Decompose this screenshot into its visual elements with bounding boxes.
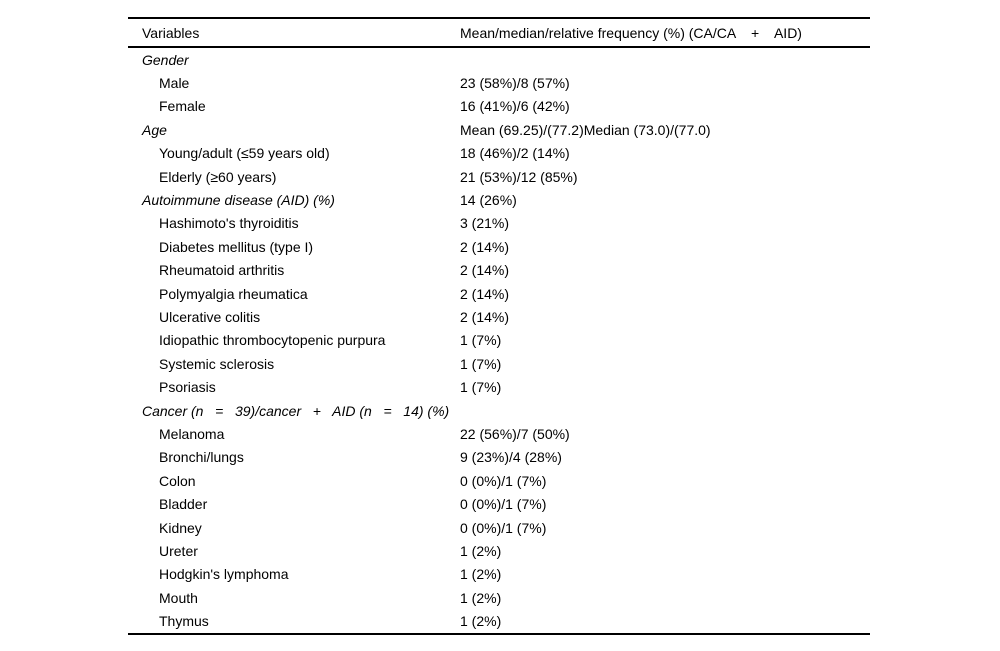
row-elderly: Elderly (≥60 years) 21 (53%)/12 (85%) xyxy=(128,165,870,188)
row-value: 2 (14%) xyxy=(460,285,510,302)
variables-table: Variables Mean/median/relative frequency… xyxy=(128,17,870,635)
row-value: 21 (53%)/12 (85%) xyxy=(460,168,578,185)
row-value: 2 (14%) xyxy=(460,238,510,255)
row-label: Mouth xyxy=(159,589,198,606)
row-value: 14 (26%) xyxy=(460,192,517,209)
row-label: Thymus xyxy=(159,613,209,630)
row-value: 0 (0%)/1 (7%) xyxy=(460,519,547,536)
row-psoriasis: Psoriasis 1 (7%) xyxy=(128,375,870,398)
row-label: Ulcerative colitis xyxy=(159,308,261,325)
row-label: Colon xyxy=(159,472,196,489)
row-value: 0 (0%)/1 (7%) xyxy=(460,496,547,513)
table-header-row: Variables Mean/median/relative frequency… xyxy=(128,19,870,46)
row-female: Female 16 (41%)/6 (42%) xyxy=(128,95,870,118)
row-value: Mean (69.25)/(77.2)Median (73.0)/(77.0) xyxy=(460,121,711,138)
header-mean-median-frequency: Mean/median/relative frequency (%) (CA/C… xyxy=(460,24,802,41)
row-value: 1 (2%) xyxy=(460,542,502,559)
row-value: 1 (2%) xyxy=(460,613,502,630)
row-melanoma: Melanoma 22 (56%)/7 (50%) xyxy=(128,422,870,445)
row-label: Melanoma xyxy=(159,425,225,442)
row-thymus: Thymus 1 (2%) xyxy=(128,609,870,632)
row-label: Young/adult (≤59 years old) xyxy=(159,145,330,162)
row-label: Rheumatoid arthritis xyxy=(159,262,285,279)
row-label: Psoriasis xyxy=(159,379,216,396)
row-label: Systemic sclerosis xyxy=(159,355,275,372)
row-ureter: Ureter 1 (2%) xyxy=(128,539,870,562)
row-rheumatoid-arthritis: Rheumatoid arthritis 2 (14%) xyxy=(128,259,870,282)
row-value: 1 (7%) xyxy=(460,355,502,372)
header-variables: Variables xyxy=(142,24,200,41)
row-value: 18 (46%)/2 (14%) xyxy=(460,145,570,162)
row-label: Male xyxy=(159,75,190,92)
row-polymyalgia-rheumatica: Polymyalgia rheumatica 2 (14%) xyxy=(128,282,870,305)
row-colon: Colon 0 (0%)/1 (7%) xyxy=(128,469,870,492)
row-diabetes-mellitus: Diabetes mellitus (type I) 2 (14%) xyxy=(128,235,870,258)
row-label: Polymyalgia rheumatica xyxy=(159,285,308,302)
row-systemic-sclerosis: Systemic sclerosis 1 (7%) xyxy=(128,352,870,375)
row-value: 1 (7%) xyxy=(460,379,502,396)
row-cancer: Cancer (n = 39)/cancer + AID (n = 14) (%… xyxy=(128,399,870,422)
row-hashimotos-thyroiditis: Hashimoto's thyroiditis 3 (21%) xyxy=(128,212,870,235)
row-value: 1 (2%) xyxy=(460,589,502,606)
row-label: Hashimoto's thyroiditis xyxy=(159,215,299,232)
row-autoimmune-disease: Autoimmune disease (AID) (%) 14 (26%) xyxy=(128,188,870,211)
row-value: 23 (58%)/8 (57%) xyxy=(460,75,570,92)
row-value: 2 (14%) xyxy=(460,262,510,279)
row-mouth: Mouth 1 (2%) xyxy=(128,586,870,609)
table-header-rule xyxy=(128,46,870,48)
row-value: 1 (2%) xyxy=(460,566,502,583)
row-label: Cancer (n = 39)/cancer + AID (n = 14) (%… xyxy=(142,402,450,419)
row-value: 3 (21%) xyxy=(460,215,510,232)
row-young-adult: Young/adult (≤59 years old) 18 (46%)/2 (… xyxy=(128,142,870,165)
row-label: Gender xyxy=(142,51,189,68)
row-label: Idiopathic thrombocytopenic purpura xyxy=(159,332,386,349)
row-value: 16 (41%)/6 (42%) xyxy=(460,98,570,115)
row-ulcerative-colitis: Ulcerative colitis 2 (14%) xyxy=(128,305,870,328)
row-label: Kidney xyxy=(159,519,202,536)
row-value: 1 (7%) xyxy=(460,332,502,349)
row-value: 22 (56%)/7 (50%) xyxy=(460,425,570,442)
row-gender: Gender xyxy=(128,48,870,71)
table-top-rule xyxy=(128,17,870,19)
table-bottom-rule xyxy=(128,633,870,635)
row-value: 0 (0%)/1 (7%) xyxy=(460,472,547,489)
row-label: Bladder xyxy=(159,496,208,513)
row-label: Diabetes mellitus (type I) xyxy=(159,238,314,255)
row-label: Hodgkin's lymphoma xyxy=(159,566,289,583)
row-value: 2 (14%) xyxy=(460,308,510,325)
row-label: Age xyxy=(142,121,167,138)
row-label: Elderly (≥60 years) xyxy=(159,168,277,185)
row-hodgkins-lymphoma: Hodgkin's lymphoma 1 (2%) xyxy=(128,563,870,586)
row-label: Autoimmune disease (AID) (%) xyxy=(142,192,335,209)
row-value: 9 (23%)/4 (28%) xyxy=(460,449,562,466)
row-label: Female xyxy=(159,98,206,115)
row-label: Ureter xyxy=(159,542,198,559)
row-age: Age Mean (69.25)/(77.2)Median (73.0)/(77… xyxy=(128,118,870,141)
row-bladder: Bladder 0 (0%)/1 (7%) xyxy=(128,492,870,515)
row-idiopathic-thrombocytopenic-purpura: Idiopathic thrombocytopenic purpura 1 (7… xyxy=(128,329,870,352)
row-bronchi-lungs: Bronchi/lungs 9 (23%)/4 (28%) xyxy=(128,446,870,469)
row-kidney: Kidney 0 (0%)/1 (7%) xyxy=(128,516,870,539)
row-male: Male 23 (58%)/8 (57%) xyxy=(128,71,870,94)
row-label: Bronchi/lungs xyxy=(159,449,244,466)
